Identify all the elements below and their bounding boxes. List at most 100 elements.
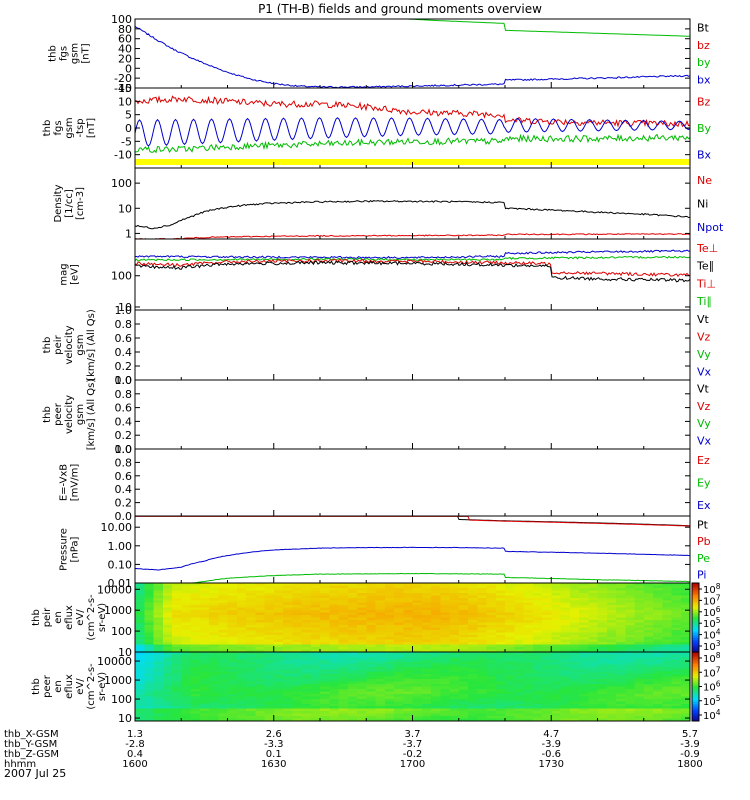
y-axis-label-line: [nT] <box>81 43 92 63</box>
plot-area-p4 <box>135 249 690 283</box>
plot-area-p8 <box>135 516 690 583</box>
y-tick-label: 0 <box>125 122 132 135</box>
y-tick-label: 5 <box>125 109 132 122</box>
y-tick-label: 0.2 <box>115 497 133 510</box>
y-tick-label: -20 <box>114 72 132 85</box>
panel-p3: 100 10 1 Density [1/cc] [cm-3] Ne Ni Npot <box>53 167 724 240</box>
legend-te⊥: Te⊥ <box>696 242 718 255</box>
legend-vy: Vy <box>697 417 711 430</box>
y-tick-label: 0.4 <box>115 346 133 359</box>
colorbar-tick-label: 106 <box>703 605 721 619</box>
colorbar-tick-label: 108 <box>703 582 721 596</box>
series-te-perp <box>135 258 690 278</box>
series-bx <box>135 25 690 88</box>
legend-te∥: Te∥ <box>696 260 714 273</box>
y-tick-label: 80 <box>118 23 132 36</box>
y-tick-label: 0.6 <box>115 402 133 415</box>
x-annotation-value: -3.9 <box>541 739 561 750</box>
legend-vz: Vz <box>697 330 711 343</box>
legend-ne: Ne <box>697 174 712 187</box>
legend-pt: Pt <box>697 518 709 531</box>
y-tick-label: 1.0 <box>115 304 133 317</box>
y-tick-label: 10 <box>118 95 132 108</box>
series-pt <box>135 516 690 527</box>
x-annotation-label: thb_X-GSM <box>4 729 59 740</box>
y-axis-label-line: fgs <box>59 46 70 61</box>
y-tick-label: 1.0 <box>115 374 133 387</box>
y-tick-label: 10.00 <box>101 521 133 534</box>
y-tick-label: 0.6 <box>115 470 133 483</box>
series-pe <box>189 572 690 583</box>
legend-ti∥: Ti∥ <box>696 295 712 308</box>
x-annotation-value: 1700 <box>400 759 425 770</box>
y-axis-label-line: en <box>53 680 64 693</box>
y-axis-label-line: thb <box>31 609 42 626</box>
colorbar-tick-label: 108 <box>703 651 721 665</box>
y-axis-label-line: eflux <box>64 605 75 630</box>
y-axis-label-line: gsm <box>75 404 86 425</box>
panel-frame <box>134 309 691 381</box>
legend-bz: Bz <box>697 95 711 108</box>
series-by <box>135 133 690 154</box>
y-tick-label: -10 <box>114 149 132 162</box>
legend-ni: Ni <box>697 198 708 211</box>
y-tick-label: 100 <box>111 177 132 190</box>
y-axis-label-line: gsm <box>75 334 86 355</box>
y-tick-label: 1.0 <box>115 443 133 456</box>
x-annotation-value: 1.3 <box>127 729 143 740</box>
legend-pe: Pe <box>697 552 710 565</box>
colorbar-tick-label: 105 <box>703 616 721 630</box>
series-pb <box>135 516 690 527</box>
x-annotation-value: 1630 <box>261 759 286 770</box>
x-annotation-value: -0.9 <box>680 749 700 760</box>
y-axis-label-line: [mV/m] <box>70 464 81 502</box>
series-bx <box>135 117 690 147</box>
colorbar-tick-label: 106 <box>703 680 721 694</box>
y-axis-label-line: peir <box>53 334 64 354</box>
x-annotation-value: 1600 <box>122 759 147 770</box>
colorbar-tick-label: 104 <box>703 708 721 722</box>
colorbar-8 <box>692 583 699 653</box>
x-axis-annotation: thb_X-GSM 1.3 2.6 3.7 4.7 5.7 thb_Y-GSM -2.8 -3.… <box>4 729 703 770</box>
series-te-par <box>135 260 690 283</box>
series-ti-perp <box>135 255 690 262</box>
series-ti-par <box>135 249 690 259</box>
legend-bx: bx <box>697 73 711 86</box>
y-tick-label: 40 <box>118 43 132 56</box>
y-tick-label: 100 <box>111 270 132 283</box>
y-tick-label: 10 <box>118 301 132 314</box>
panel-frame <box>134 448 691 517</box>
y-axis-label-line: eV/ <box>75 609 86 626</box>
plot-area-p1 <box>135 19 690 88</box>
x-annotation-label: thb_Z-GSM <box>4 749 59 760</box>
y-axis-label-line: sr-eV) <box>97 672 108 701</box>
x-annotation-value: -2.8 <box>125 739 145 750</box>
spectrogram-p10 <box>135 652 691 722</box>
y-axis-label-line: [nT] <box>86 118 97 138</box>
legend-bt: Bt <box>697 22 710 35</box>
legend-by: by <box>697 56 711 69</box>
legend-vt: Vt <box>697 313 710 326</box>
legend-pi: Pi <box>697 569 706 582</box>
y-axis-label-line: E=-VxB <box>59 464 70 501</box>
y-tick-label: 10 <box>118 202 132 215</box>
y-tick-label: 10000 <box>97 655 132 668</box>
x-annotation-value: -3.7 <box>403 739 423 750</box>
y-tick-label: 0.2 <box>115 429 133 442</box>
y-axis-label-line: (cm^2-s- <box>86 594 97 641</box>
y-tick-label: 0.10 <box>108 558 133 571</box>
spectrogram-p9 <box>135 583 691 653</box>
y-axis-label-line: velocity <box>64 395 75 434</box>
legend-by: By <box>697 122 712 135</box>
y-tick-label: 0.0 <box>115 510 133 523</box>
legend-vy: Vy <box>697 348 711 361</box>
y-tick-label: 0.0 <box>115 374 133 387</box>
legend-ey: Ey <box>697 477 711 490</box>
y-axis-label-line: gsm <box>70 43 81 64</box>
series-ni <box>135 199 690 230</box>
colorbar-tick-label: 105 <box>703 694 721 708</box>
